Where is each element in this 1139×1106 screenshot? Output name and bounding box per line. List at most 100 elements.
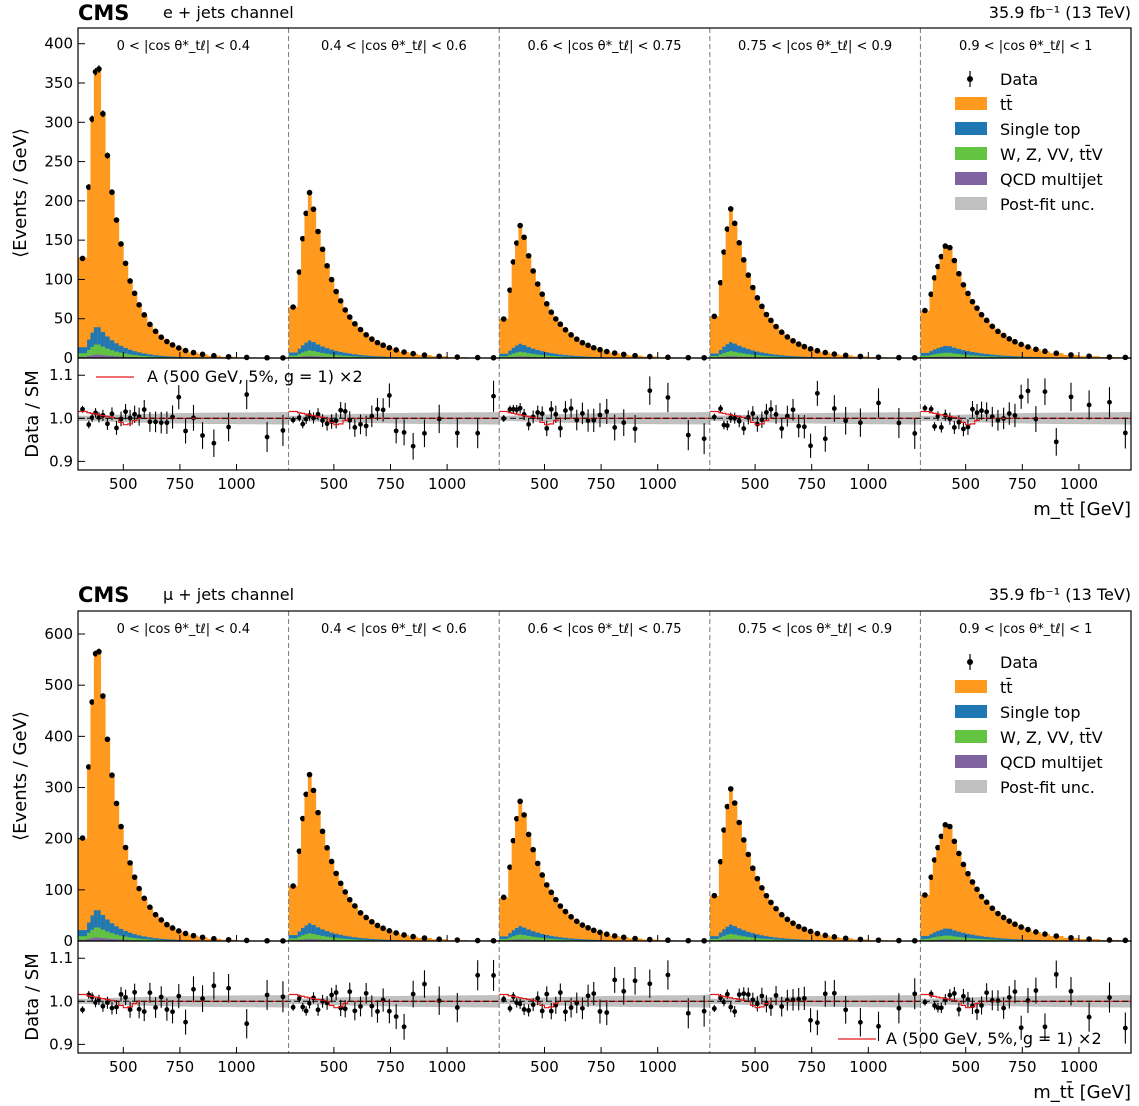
data-point bbox=[136, 885, 142, 892]
ratio-point bbox=[831, 990, 837, 996]
ttbar-bar bbox=[539, 874, 545, 941]
legend-label: Post-fit unc. bbox=[1000, 778, 1095, 797]
qcd-bar bbox=[732, 356, 738, 358]
legend-swatch bbox=[955, 705, 987, 718]
qcd-bar bbox=[90, 938, 95, 941]
vjets-bar bbox=[553, 939, 559, 941]
ttbar-bar bbox=[123, 847, 129, 941]
ratio-point bbox=[303, 1008, 309, 1014]
data-point bbox=[141, 312, 148, 318]
ratio-point bbox=[333, 990, 339, 995]
vjets-bar bbox=[288, 938, 299, 941]
data-point bbox=[842, 352, 849, 359]
ratio-point bbox=[784, 413, 790, 419]
data-point bbox=[182, 347, 189, 354]
single-top-bar bbox=[347, 936, 353, 941]
qcd-bar bbox=[511, 939, 516, 941]
x-tick-label: 1000 bbox=[1060, 1058, 1098, 1076]
single-top-bar bbox=[790, 356, 797, 358]
data-point bbox=[632, 935, 638, 942]
ttbar-bar bbox=[301, 819, 305, 941]
ratio-point bbox=[814, 390, 820, 396]
single-top-bar bbox=[778, 355, 785, 358]
ttbar-bar bbox=[169, 344, 176, 358]
single-top-bar bbox=[499, 936, 509, 941]
vjets-bar bbox=[956, 936, 962, 941]
y-tick-label: 200 bbox=[44, 192, 73, 210]
single-top-bar bbox=[539, 351, 545, 358]
single-top-bar bbox=[100, 914, 106, 941]
y-tick-label: 350 bbox=[44, 74, 73, 92]
qcd-bar bbox=[109, 356, 115, 358]
vjets-bar bbox=[989, 356, 996, 358]
ttbar-bar bbox=[392, 349, 400, 358]
ratio-point bbox=[790, 407, 796, 413]
data-point bbox=[1122, 937, 1129, 944]
single-top-bar bbox=[518, 926, 523, 941]
vjets-bar bbox=[965, 937, 971, 941]
vjets-bar bbox=[297, 936, 302, 941]
vjets-bar bbox=[152, 939, 159, 941]
single-top-bar bbox=[147, 354, 154, 358]
ttbar-bar bbox=[1024, 929, 1032, 941]
ratio-point bbox=[768, 406, 774, 412]
single-top-bar bbox=[920, 936, 930, 941]
ttbar-bar bbox=[1017, 344, 1025, 358]
single-top-bar bbox=[736, 345, 742, 358]
cos-bin-label: 0 < |cos θ*_tℓ| < 0.4 bbox=[117, 39, 250, 54]
ratio-point bbox=[80, 1007, 85, 1013]
qcd-bar bbox=[301, 939, 305, 941]
data-point bbox=[727, 206, 734, 212]
ratio-point bbox=[995, 417, 1001, 423]
vjets-bar bbox=[141, 355, 148, 358]
ratio-point bbox=[386, 393, 392, 398]
ttbar-bar bbox=[920, 310, 930, 358]
ratio-point bbox=[1018, 394, 1024, 400]
data-point bbox=[328, 858, 335, 865]
qcd-bar bbox=[518, 356, 523, 358]
data-point bbox=[665, 354, 671, 361]
data-point bbox=[1068, 352, 1074, 358]
data-point bbox=[632, 352, 638, 359]
ratio-point bbox=[632, 426, 638, 432]
ttbar-bar bbox=[311, 791, 317, 941]
ttbar-bar bbox=[182, 350, 190, 358]
single-top-bar bbox=[87, 339, 91, 358]
ratio-point bbox=[1012, 413, 1018, 418]
data-point bbox=[310, 206, 317, 212]
vjets-bar bbox=[329, 937, 335, 941]
data-point bbox=[299, 235, 306, 242]
ttbar-bar bbox=[320, 250, 326, 358]
data-point bbox=[169, 925, 176, 931]
ttbar-bar bbox=[352, 323, 359, 358]
qcd-bar bbox=[725, 939, 730, 941]
legend-label: Post-fit unc. bbox=[1000, 195, 1095, 214]
ttbar-bar bbox=[573, 921, 580, 941]
ttbar-bar bbox=[301, 238, 305, 358]
ratio-point bbox=[984, 990, 990, 996]
data-point bbox=[665, 937, 671, 944]
ratio-point bbox=[141, 407, 147, 412]
ratio-point bbox=[544, 425, 550, 431]
ttbar-bar bbox=[147, 324, 154, 358]
data-point bbox=[369, 336, 375, 342]
ttbar-bar bbox=[929, 293, 934, 358]
ttbar-bar bbox=[535, 283, 541, 358]
ratio-point bbox=[591, 417, 597, 423]
vjets-bar bbox=[732, 351, 738, 358]
ttbar-bar bbox=[544, 884, 550, 941]
ttbar-bar bbox=[936, 265, 941, 358]
ttbar-bar bbox=[932, 859, 937, 941]
cos-bin-3 bbox=[499, 222, 711, 455]
data-point bbox=[995, 328, 1001, 335]
data-point bbox=[131, 874, 138, 880]
ttbar-bar bbox=[508, 289, 513, 358]
ratio-point bbox=[843, 1007, 849, 1013]
data-point bbox=[724, 226, 731, 232]
data-point bbox=[620, 351, 627, 358]
vjets-bar bbox=[315, 935, 321, 941]
qcd-bar bbox=[78, 356, 88, 358]
vjets-bar bbox=[118, 352, 124, 358]
data-point bbox=[922, 307, 928, 314]
unc-band bbox=[974, 997, 980, 1006]
